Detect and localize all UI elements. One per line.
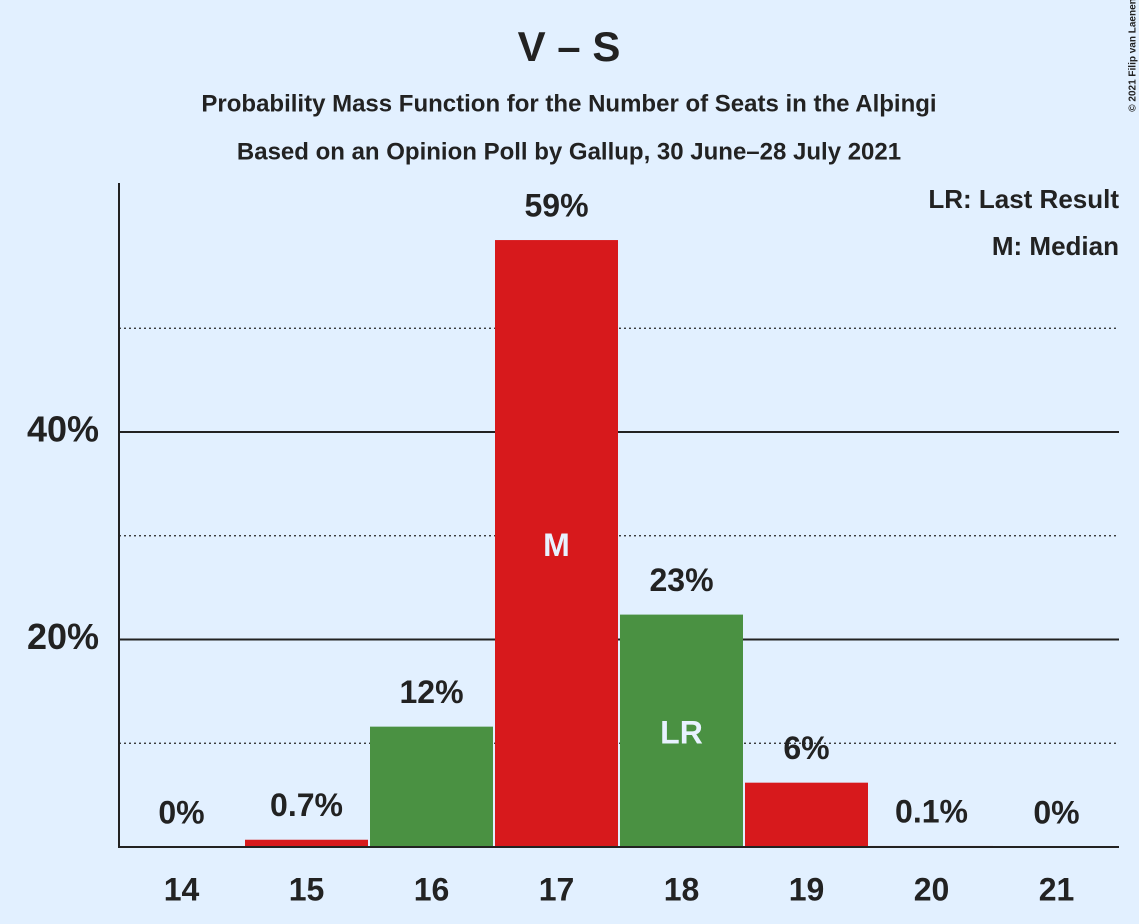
bar-marker: LR (660, 714, 703, 750)
value-label: 59% (524, 188, 588, 224)
bar (495, 240, 618, 847)
x-tick-label: 16 (414, 871, 450, 907)
value-label: 0% (158, 794, 204, 830)
bar-marker: M (543, 527, 570, 563)
value-label: 0% (1033, 794, 1079, 830)
x-tick-label: 21 (1039, 871, 1075, 907)
y-tick-label: 20% (27, 616, 99, 657)
chart-subtitle: Based on an Opinion Poll by Gallup, 30 J… (237, 138, 901, 165)
value-label: 23% (649, 562, 713, 598)
chart-title: V – S (518, 23, 621, 70)
x-tick-label: 15 (289, 871, 325, 907)
value-label: 6% (783, 730, 829, 766)
legend-entry: LR: Last Result (928, 184, 1119, 214)
bar (245, 839, 368, 847)
value-label: 0.7% (270, 787, 343, 823)
bar (370, 726, 493, 847)
credit: © 2021 Filip van Laenen (1128, 0, 1139, 112)
x-tick-label: 19 (789, 871, 825, 907)
x-tick-label: 20 (914, 871, 950, 907)
bar (620, 614, 743, 847)
legend-entry: M: Median (992, 231, 1119, 261)
x-tick-label: 14 (164, 871, 200, 907)
value-label: 12% (399, 674, 463, 710)
x-tick-label: 17 (539, 871, 575, 907)
y-tick-label: 40% (27, 409, 99, 450)
bar (745, 782, 868, 847)
chart-subtitle: Probability Mass Function for the Number… (201, 90, 936, 117)
value-label: 0.1% (895, 793, 968, 829)
x-tick-label: 18 (664, 871, 700, 907)
